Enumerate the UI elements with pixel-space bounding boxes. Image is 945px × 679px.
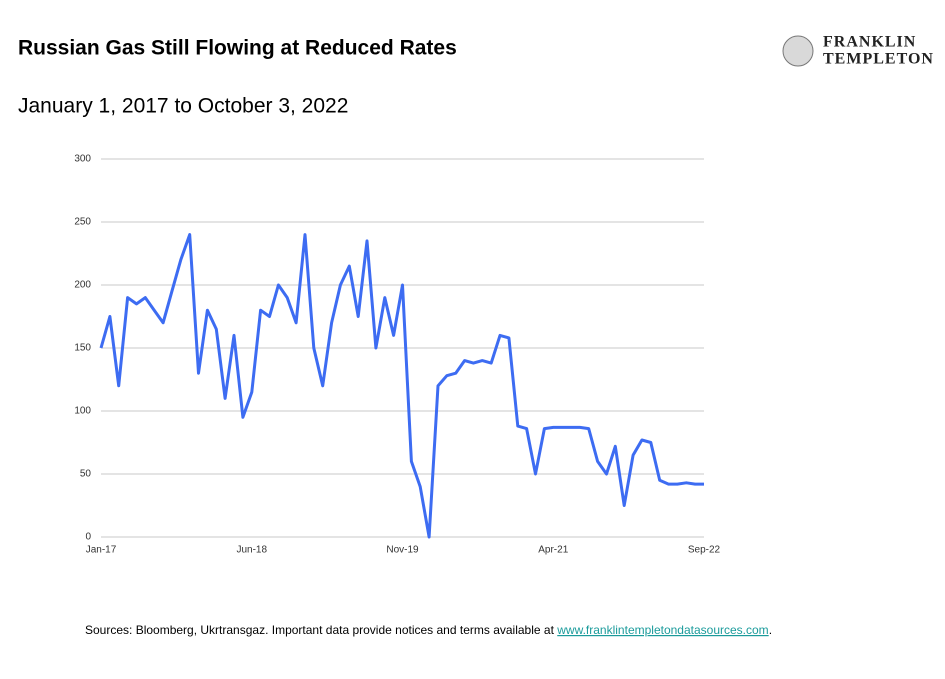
footer: Sources: Bloomberg, Ukrtransgaz. Importa…: [85, 623, 772, 637]
logo-text: FRANKLIN: [823, 34, 916, 51]
data-line: [99, 233, 704, 539]
x-tick-label: Sep-22: [688, 545, 721, 556]
y-tick-label: 150: [74, 343, 91, 354]
logo: FRANKLIN TEMPLETON: [782, 34, 934, 68]
y-tick-label: 100: [74, 406, 91, 417]
footer-text: Sources: Bloomberg, Ukrtransgaz. Importa…: [85, 623, 557, 637]
logo-emblem: [782, 35, 814, 67]
footer-text: .: [769, 623, 772, 637]
footer-link[interactable]: www.franklintempletondatasources.com: [556, 623, 768, 637]
y-tick-label: 200: [74, 280, 91, 291]
chart-title: Russian Gas Still Flowing at Reduced Rat…: [18, 37, 457, 60]
y-tick-label: 300: [74, 154, 91, 165]
chart-subtitle: January 1, 2017 to October 3, 2022: [18, 95, 348, 118]
y-tick-label: 250: [74, 217, 91, 228]
x-tick-label: Jan-17: [86, 545, 117, 556]
y-tick-label: 50: [80, 469, 92, 480]
y-tick-label: 0: [85, 532, 91, 543]
logo-text: TEMPLETON: [823, 51, 934, 68]
x-tick-label: Nov-19: [386, 545, 419, 556]
x-tick-label: Apr-21: [538, 545, 568, 556]
x-tick-label: Jun-18: [236, 545, 267, 556]
